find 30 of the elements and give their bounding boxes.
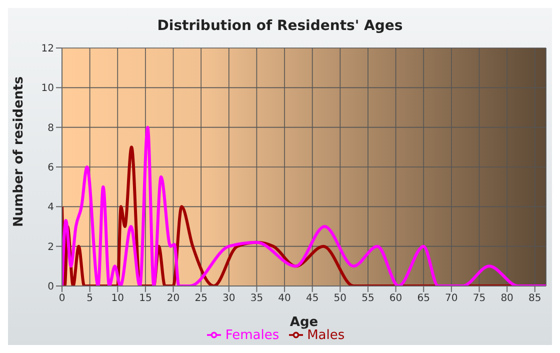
x-tick-label: 60 bbox=[389, 293, 402, 304]
x-axis-title: Age bbox=[290, 315, 318, 330]
x-tick-label: 65 bbox=[417, 293, 430, 304]
x-tick-label: 85 bbox=[528, 293, 542, 304]
x-tick-label: 80 bbox=[500, 293, 514, 304]
x-tick-label: 70 bbox=[445, 293, 458, 304]
x-tick-label: 30 bbox=[222, 293, 236, 304]
x-tick-label: 55 bbox=[362, 293, 374, 304]
y-tick-label: 6 bbox=[48, 162, 54, 174]
x-tick-label: 75 bbox=[472, 293, 486, 304]
legend-label: Females bbox=[225, 328, 280, 343]
x-tick-label: 35 bbox=[250, 293, 264, 304]
x-tick-label: 15 bbox=[139, 293, 152, 304]
y-tick-label: 10 bbox=[41, 83, 54, 94]
y-axis-title: Number of residents bbox=[12, 76, 27, 227]
x-tick-label: 50 bbox=[334, 293, 347, 304]
x-tick-label: 40 bbox=[278, 293, 291, 304]
y-tick-label: 2 bbox=[48, 242, 54, 253]
x-tick-label: 20 bbox=[166, 293, 180, 304]
x-tick-label: 45 bbox=[306, 293, 319, 304]
x-tick-label: 5 bbox=[86, 293, 94, 304]
legend-label: Males bbox=[307, 328, 345, 343]
y-tick-label: 8 bbox=[48, 122, 54, 134]
y-tick-label: 0 bbox=[48, 282, 54, 293]
x-tick-label: 0 bbox=[58, 293, 66, 304]
x-tick-label: 10 bbox=[111, 293, 124, 304]
x-tick-label: 25 bbox=[194, 293, 208, 304]
y-tick-label: 4 bbox=[48, 202, 54, 214]
y-tick-label: 12 bbox=[41, 44, 54, 55]
chart-title: Distribution of Residents' Ages bbox=[156, 18, 404, 34]
